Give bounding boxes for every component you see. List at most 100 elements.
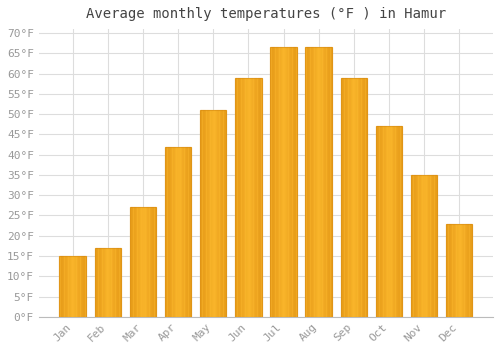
Bar [294, 47, 296, 317]
Bar [326, 47, 328, 317]
Bar [84, 256, 86, 317]
Bar [274, 47, 276, 317]
Bar [165, 147, 166, 317]
Bar [217, 110, 218, 317]
Bar [467, 224, 468, 317]
Bar [347, 78, 348, 317]
Bar [377, 126, 378, 317]
Bar [109, 248, 110, 317]
Bar [116, 248, 117, 317]
Bar [359, 78, 360, 317]
Bar [454, 224, 456, 317]
Bar [393, 126, 394, 317]
Bar [398, 126, 400, 317]
Bar [414, 175, 415, 317]
Bar [254, 78, 255, 317]
Bar [202, 110, 204, 317]
Bar [247, 78, 248, 317]
Bar [142, 208, 143, 317]
Bar [376, 126, 402, 317]
Bar [360, 78, 362, 317]
Bar [460, 224, 462, 317]
Bar [110, 248, 112, 317]
Bar [258, 78, 259, 317]
Bar [432, 175, 434, 317]
Bar [83, 256, 84, 317]
Bar [260, 78, 262, 317]
Bar [72, 256, 74, 317]
Bar [272, 47, 273, 317]
Bar [178, 147, 180, 317]
Bar [277, 47, 278, 317]
Bar [400, 126, 401, 317]
Bar [434, 175, 436, 317]
Bar [411, 175, 438, 317]
Bar [384, 126, 385, 317]
Bar [105, 248, 106, 317]
Bar [76, 256, 78, 317]
Bar [210, 110, 212, 317]
Bar [218, 110, 220, 317]
Bar [292, 47, 294, 317]
Bar [108, 248, 109, 317]
Bar [143, 208, 144, 317]
Bar [314, 47, 316, 317]
Bar [459, 224, 460, 317]
Bar [135, 208, 136, 317]
Bar [397, 126, 398, 317]
Bar [144, 208, 146, 317]
Bar [206, 110, 208, 317]
Bar [80, 256, 82, 317]
Bar [464, 224, 466, 317]
Bar [180, 147, 182, 317]
Bar [276, 47, 277, 317]
Bar [386, 126, 388, 317]
Bar [168, 147, 169, 317]
Bar [208, 110, 210, 317]
Bar [74, 256, 76, 317]
Bar [78, 256, 79, 317]
Title: Average monthly temperatures (°F ) in Hamur: Average monthly temperatures (°F ) in Ha… [86, 7, 446, 21]
Bar [248, 78, 250, 317]
Bar [364, 78, 366, 317]
Bar [235, 78, 236, 317]
Bar [255, 78, 256, 317]
Bar [390, 126, 392, 317]
Bar [342, 78, 343, 317]
Bar [147, 208, 148, 317]
Bar [66, 256, 68, 317]
Bar [225, 110, 226, 317]
Bar [270, 47, 296, 317]
Bar [113, 248, 114, 317]
Bar [151, 208, 152, 317]
Bar [212, 110, 213, 317]
Bar [186, 147, 188, 317]
Bar [101, 248, 102, 317]
Bar [68, 256, 70, 317]
Bar [343, 78, 344, 317]
Bar [221, 110, 222, 317]
Bar [155, 208, 156, 317]
Bar [354, 78, 355, 317]
Bar [102, 248, 104, 317]
Bar [130, 208, 156, 317]
Bar [281, 47, 282, 317]
Bar [466, 224, 467, 317]
Bar [470, 224, 471, 317]
Bar [222, 110, 224, 317]
Bar [378, 126, 380, 317]
Bar [166, 147, 168, 317]
Bar [251, 78, 252, 317]
Bar [306, 47, 307, 317]
Bar [458, 224, 459, 317]
Bar [363, 78, 364, 317]
Bar [259, 78, 260, 317]
Bar [450, 224, 452, 317]
Bar [456, 224, 458, 317]
Bar [94, 248, 121, 317]
Bar [176, 147, 178, 317]
Bar [239, 78, 240, 317]
Bar [238, 78, 239, 317]
Bar [96, 248, 97, 317]
Bar [188, 147, 190, 317]
